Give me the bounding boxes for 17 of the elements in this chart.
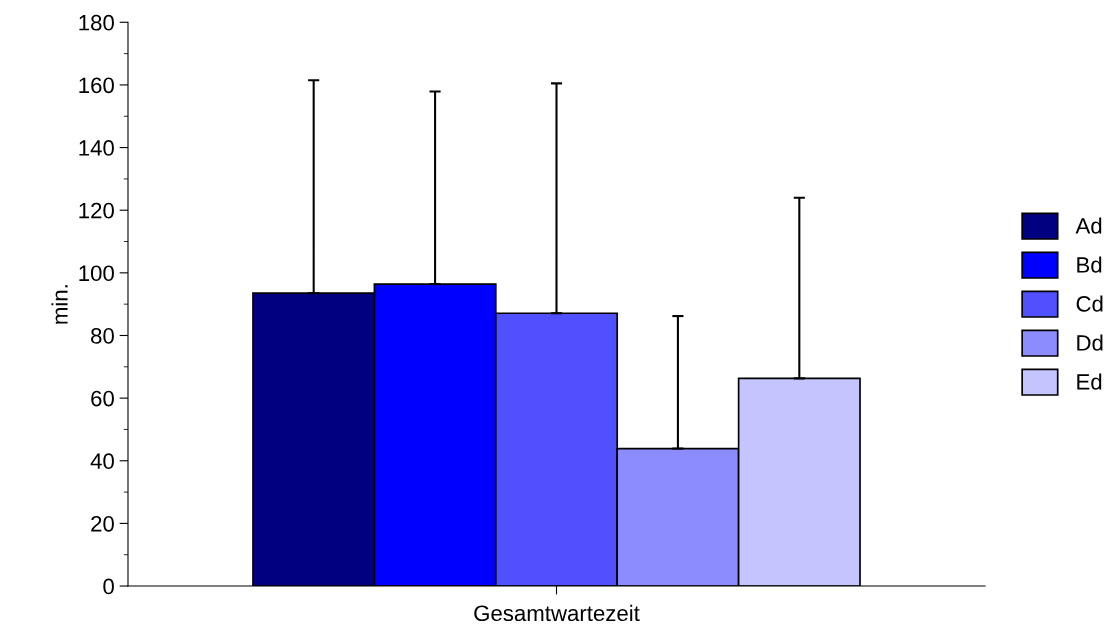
y-tick-label: 60	[91, 390, 114, 407]
legend-label: Bd	[1077, 256, 1102, 273]
legend-label: Cd	[1076, 295, 1103, 312]
y-tick-label: 100	[79, 265, 114, 282]
x-axis-title: Gesamtwartezeit	[474, 604, 640, 622]
y-tick-label: 120	[79, 202, 114, 219]
legend-label: Ad	[1075, 217, 1102, 234]
y-tick-label: 180	[79, 14, 114, 31]
legend-label: Ed	[1077, 373, 1102, 390]
legend-label: Dd	[1077, 334, 1103, 351]
y-axis-title: min.	[51, 285, 68, 324]
y-tick-label: 80	[91, 328, 114, 344]
y-tick-label: 20	[91, 515, 114, 532]
y-tick-label: 140	[79, 140, 114, 156]
y-tick-label: 40	[90, 453, 114, 470]
y-tick-label: 160	[79, 77, 114, 94]
y-tick-label: 0	[103, 578, 114, 595]
